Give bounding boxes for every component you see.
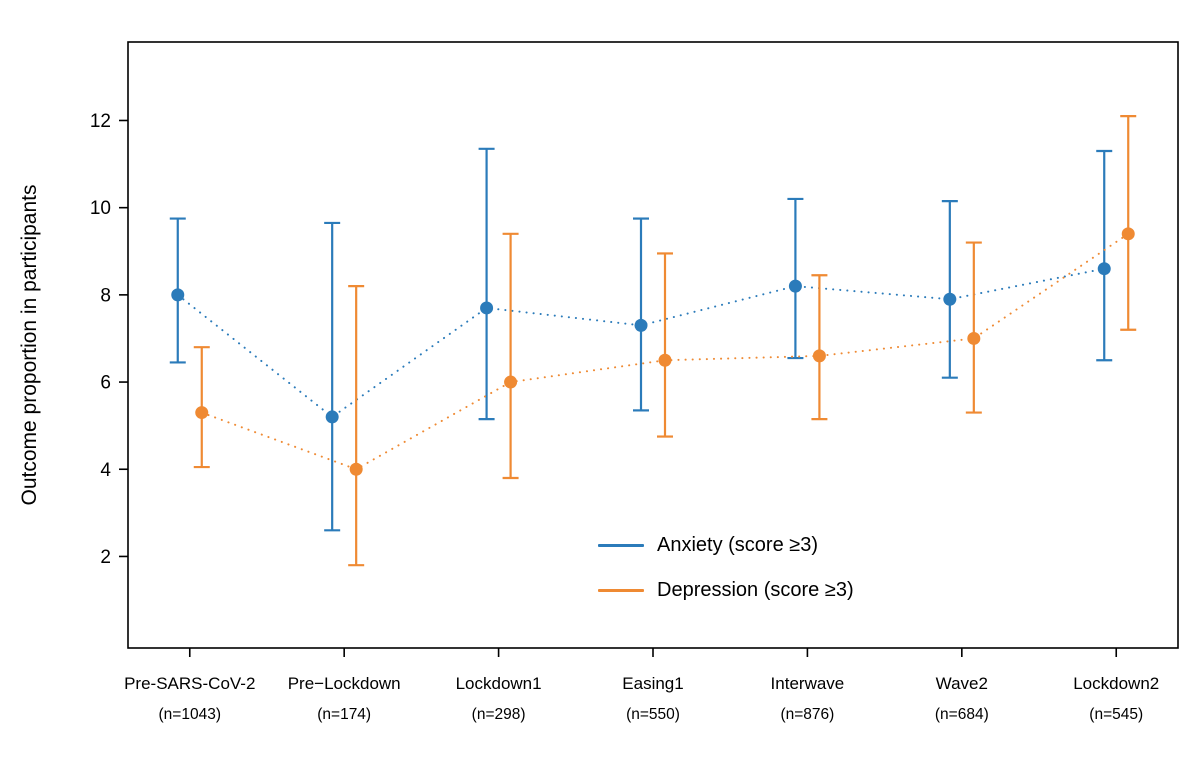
data-point (325, 410, 339, 424)
category-label: Interwave (771, 674, 845, 693)
y-axis: 2 4 6 8 10 12 (90, 111, 128, 568)
legend-item-anxiety: Anxiety (score ≥3) (598, 533, 854, 558)
y-axis-title: Outcome proportion in participants (18, 184, 41, 506)
y-tick-label: 8 (100, 285, 111, 306)
legend-item-depression: Depression (score ≥3) (598, 578, 854, 603)
data-point (195, 406, 209, 420)
category-label: Easing1 (622, 674, 683, 693)
data-point (943, 292, 957, 306)
y-tick-label: 12 (90, 111, 111, 132)
category-n-label: (n=174) (317, 706, 371, 723)
category-n-label: (n=298) (472, 706, 526, 723)
category-n-label: (n=684) (935, 706, 989, 723)
legend-label-anxiety: Anxiety (score ≥3) (657, 534, 819, 556)
y-tick-label: 10 (90, 198, 111, 219)
data-point (658, 353, 672, 367)
category-label: Lockdown1 (456, 674, 542, 693)
x-axis: Pre-SARS-CoV-2 (n=1043) Pre−Lockdown (n=174… (124, 648, 1159, 723)
series-anxiety (169, 147, 1113, 532)
category-n-label: (n=1043) (159, 706, 221, 723)
y-tick-label: 6 (100, 373, 111, 394)
category-label: Wave2 (936, 674, 988, 693)
legend: Anxiety (score ≥3) Depression (score ≥3) (598, 533, 854, 603)
data-point (349, 462, 363, 476)
category-n-label: (n=550) (626, 706, 680, 723)
legend-label-depression: Depression (score ≥3) (657, 579, 854, 601)
data-point (504, 375, 518, 389)
y-tick-label: 2 (100, 547, 111, 568)
data-point (1097, 262, 1111, 276)
anxiety-line-swatch (598, 544, 644, 547)
data-point (967, 331, 981, 345)
depression-line-swatch (598, 589, 644, 592)
category-n-label: (n=876) (780, 706, 834, 723)
data-point (812, 349, 826, 363)
data-point (788, 279, 802, 293)
y-tick-label: 4 (100, 460, 111, 481)
data-point (1121, 227, 1135, 241)
data-point (480, 301, 494, 315)
category-label: Pre−Lockdown (288, 674, 401, 693)
data-point (634, 318, 648, 332)
category-label: Pre-SARS-CoV-2 (124, 674, 255, 693)
data-point (171, 288, 185, 302)
category-label: Lockdown2 (1073, 674, 1159, 693)
series-depression (193, 115, 1137, 567)
category-n-label: (n=545) (1089, 706, 1143, 723)
